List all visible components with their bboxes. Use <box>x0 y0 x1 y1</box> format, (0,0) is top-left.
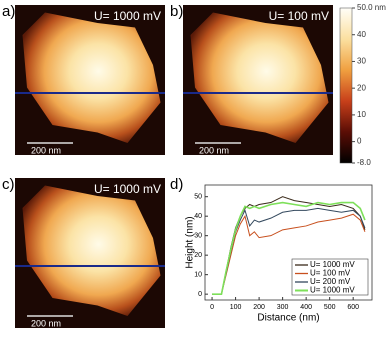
scale-bar-label: 200 nm <box>31 318 61 328</box>
panel-caption: U= 1000 mV <box>94 9 161 23</box>
x-tick-label: 500 <box>324 304 336 311</box>
colorbar-tick-label: 50.0 nm <box>357 3 386 12</box>
y-axis-label: Height (nm) <box>185 216 196 268</box>
colorbar-tick-label: 0 <box>357 137 362 146</box>
colorbar-tick-label: -8.0 <box>357 158 371 167</box>
colorbar-tick-label: 40 <box>357 30 366 39</box>
legend-label: U= 1000 mV <box>310 260 355 269</box>
panel-label: a) <box>2 3 15 20</box>
y-tick-label: 50 <box>194 194 202 201</box>
afm-grain <box>22 185 161 316</box>
colorbar-tick-label: 30 <box>357 57 366 66</box>
x-tick-label: 100 <box>230 304 242 311</box>
x-tick-label: 400 <box>300 304 312 311</box>
colorbar <box>339 7 353 164</box>
panel-caption: U= 1000 mV <box>94 182 161 196</box>
colorbar-tick-label: 20 <box>357 83 366 92</box>
legend-label: U= 1000 mV <box>310 286 355 295</box>
y-tick-label: 20 <box>194 252 202 259</box>
afm-grain <box>190 12 329 143</box>
panel-label: d) <box>170 176 183 193</box>
y-tick-label: 40 <box>194 213 202 220</box>
panel-label: c) <box>2 176 15 193</box>
panel-label: b) <box>170 3 183 20</box>
legend-label: U= 200 mV <box>310 277 351 286</box>
y-tick-label: 0 <box>198 291 202 298</box>
afm-grain <box>22 12 161 143</box>
x-tick-label: 300 <box>277 304 289 311</box>
plot-frame <box>204 184 373 301</box>
x-axis-label: Distance (nm) <box>257 313 319 324</box>
data-line <box>212 201 366 295</box>
x-tick-label: 600 <box>347 304 359 311</box>
legend-label: U= 100 mV <box>310 269 351 278</box>
x-tick-label: 0 <box>210 304 214 311</box>
colorbar-tick-label: 10 <box>357 110 366 119</box>
data-line <box>212 213 366 295</box>
scale-bar-label: 200 nm <box>199 145 229 155</box>
panel-caption: U= 100 mV <box>269 9 329 23</box>
x-tick-label: 200 <box>253 304 265 311</box>
y-tick-label: 10 <box>194 272 202 279</box>
y-tick-label: 30 <box>194 233 202 240</box>
scale-bar-label: 200 nm <box>31 145 61 155</box>
